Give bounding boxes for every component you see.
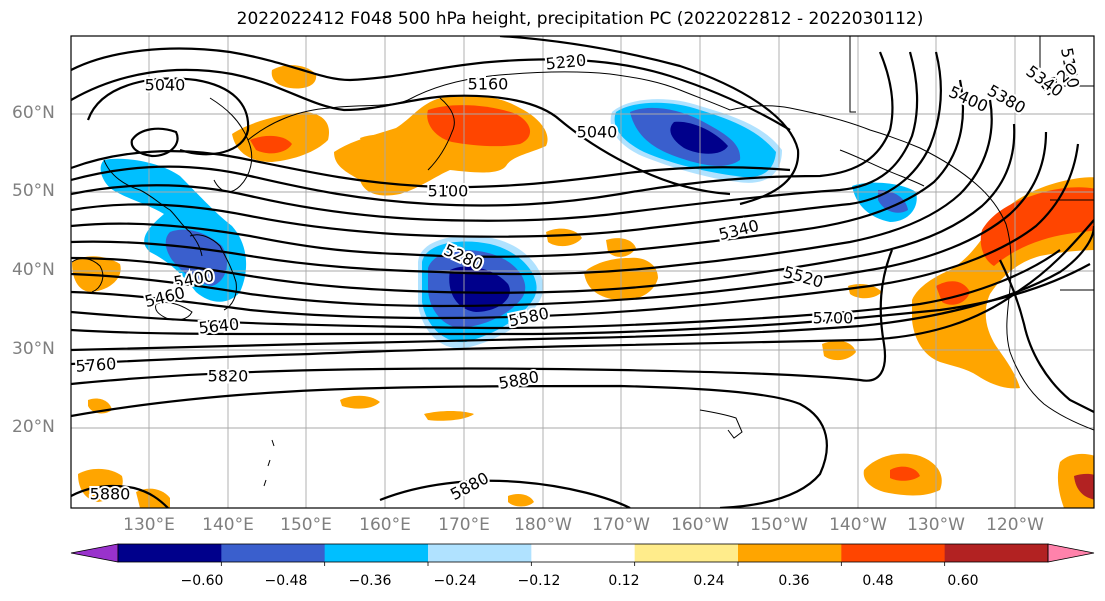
contour-label: 5700 [813, 309, 854, 328]
colorbar [70, 543, 1095, 566]
lon-label-120w: 120°W [986, 515, 1044, 535]
lat-label-20n: 20°N [12, 417, 55, 437]
lon-label-130w: 130°W [907, 515, 965, 535]
lat-label-40n: 40°N [12, 260, 55, 280]
graticule [71, 36, 1094, 508]
colorbar-tick-label: −0.12 [517, 573, 561, 589]
lat-label-60n: 60°N [12, 103, 55, 123]
colorbar-segment [738, 544, 842, 562]
lon-label-170w: 170°W [592, 515, 650, 535]
height-contours [71, 36, 1094, 508]
colorbar-segment [221, 544, 326, 562]
colorbar-segment [324, 544, 429, 562]
contour-label: 5160 [468, 75, 509, 94]
colorbar-frame [117, 543, 1049, 563]
precipitation-layer [72, 65, 1094, 508]
colorbar-tick-label: −0.48 [264, 573, 308, 589]
map-title: 2022022412 F048 500 hPa height, precipit… [236, 9, 924, 29]
contour-label: 5640 [198, 314, 240, 337]
neg-anomaly-bering [610, 99, 782, 183]
lon-label-170e: 170°E [438, 515, 490, 535]
pos-anomaly-subtropical-east [863, 453, 1094, 508]
lon-label-150w: 150°W [750, 515, 808, 535]
lon-label-180w: 180°W [514, 515, 572, 535]
pos-anomaly-westcoast [912, 177, 1094, 389]
contour-label: 5760 [75, 354, 117, 376]
contour-label: 5040 [145, 76, 186, 95]
lon-label-130e: 130°E [123, 515, 175, 535]
lat-label-50n: 50°N [12, 181, 55, 201]
lon-label-160w: 160°W [671, 515, 729, 535]
colorbar-extend-low [70, 543, 119, 563]
colorbar-tick-label: −0.24 [433, 573, 477, 589]
lat-label-30n: 30°N [12, 339, 55, 359]
lon-label-150e: 150°E [280, 515, 332, 535]
neg-anomaly-alaska-gulf [852, 182, 917, 222]
colorbar-segment [634, 544, 739, 562]
colorbar-tick-label: 0.12 [608, 573, 640, 589]
colorbar-segment [944, 544, 1049, 562]
colorbar-tick-label: −0.60 [180, 573, 224, 589]
colorbar-tick-label: 0.60 [947, 573, 979, 589]
colorbar-segment [118, 544, 222, 562]
contour-label: 5880 [90, 485, 131, 504]
colorbar-tick-label: 0.24 [693, 573, 725, 589]
colorbar-segment [841, 544, 946, 562]
colorbar-segment [428, 544, 532, 562]
colorbar-tick-label: 0.48 [862, 573, 894, 589]
colorbar-extend-high [1047, 543, 1095, 563]
colorbar-segment [531, 544, 636, 562]
lon-label-160e: 160°E [359, 515, 411, 535]
colorbar-tick-label: 0.36 [778, 573, 810, 589]
contour-label: 5100 [428, 182, 469, 201]
contour-label: 5040 [577, 123, 618, 142]
contour-label: 5820 [208, 367, 249, 386]
neg-anomaly-japan [100, 158, 247, 302]
map-frame [70, 35, 1095, 509]
lon-label-140e: 140°E [202, 515, 254, 535]
colorbar-tick-label: −0.36 [348, 573, 392, 589]
lon-label-140w: 140°W [829, 515, 887, 535]
